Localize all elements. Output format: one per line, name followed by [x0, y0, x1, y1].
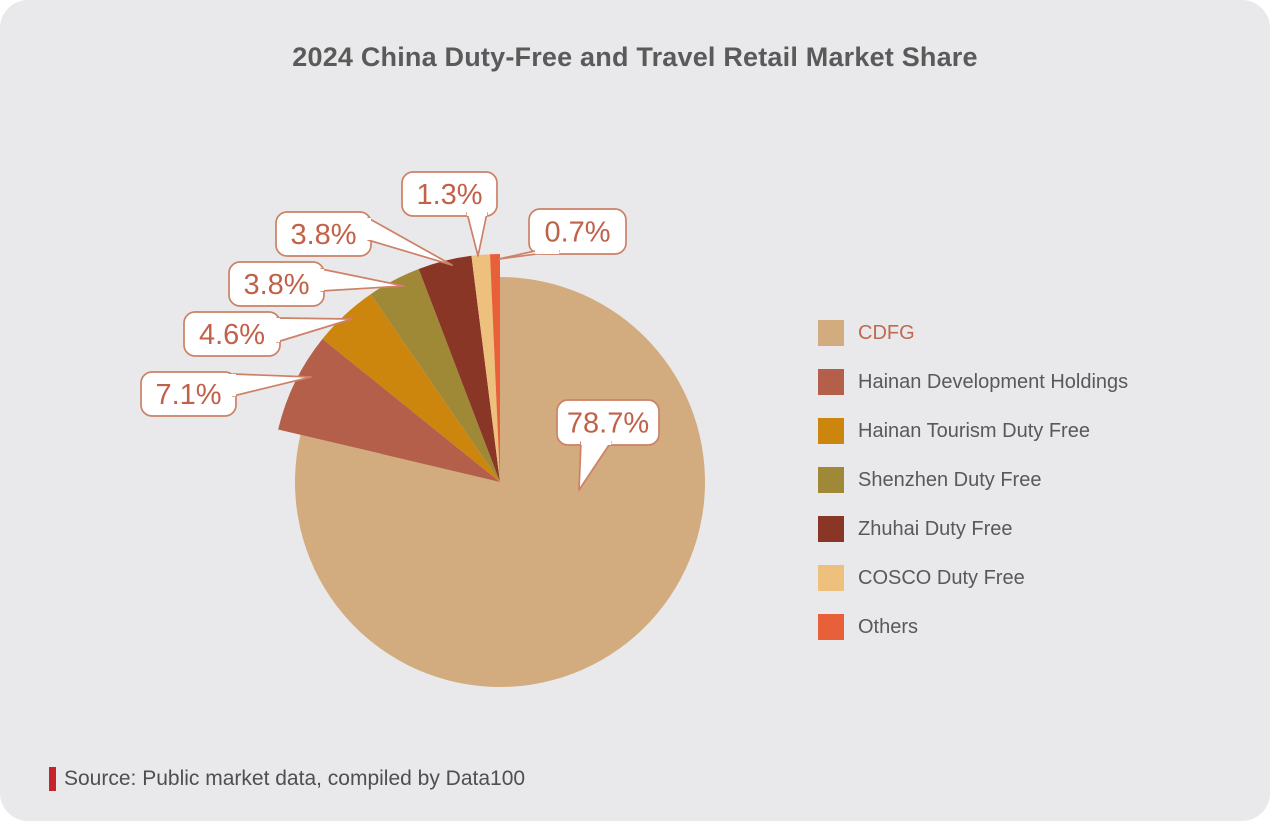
callout-zhuhai-duty-free: 3.8%	[275, 211, 453, 266]
legend-item-hainan-development-holdings: Hainan Development Holdings	[818, 369, 1128, 395]
callout-cosco-duty-free: 1.3%	[401, 171, 498, 257]
legend-item-cosco-duty-free: COSCO Duty Free	[818, 565, 1128, 591]
legend-item-others: Others	[818, 614, 1128, 640]
callout-value: 3.8%	[290, 219, 356, 251]
callout-shenzhen-duty-free: 3.8%	[228, 261, 405, 307]
legend-label-cdfg: CDFG	[858, 321, 915, 344]
callout-tail	[367, 217, 453, 266]
legend: CDFG Hainan Development Holdings Hainan …	[818, 320, 1128, 663]
legend-label-hainan-development-holdings: Hainan Development Holdings	[858, 370, 1129, 393]
callout-value: 4.6%	[199, 319, 265, 351]
callout-hainan-tourism-duty-free: 4.6%	[183, 311, 353, 357]
callout-value: 1.3%	[416, 179, 482, 211]
callout-value: 0.7%	[544, 217, 610, 249]
pie-slice-shenzhen-duty-free	[370, 268, 500, 482]
legend-item-hainan-tourism-duty-free: Hainan Tourism Duty Free	[818, 418, 1128, 444]
pie-slice-hainan-development-holdings	[278, 338, 500, 482]
legend-swatch-zhuhai-duty-free	[818, 516, 844, 542]
pie-slice-others	[489, 254, 500, 482]
callout-tail	[466, 212, 488, 257]
source-text: Source: Public market data, compiled by …	[64, 767, 526, 790]
callout-bubble	[401, 171, 498, 217]
legend-item-zhuhai-duty-free: Zhuhai Duty Free	[818, 516, 1128, 542]
legend-swatch-hainan-development-holdings	[818, 369, 844, 395]
legend-swatch-cosco-duty-free	[818, 565, 844, 591]
legend-label-shenzhen-duty-free: Shenzhen Duty Free	[858, 468, 1042, 491]
legend-swatch-cdfg	[818, 320, 844, 346]
source-marker-bar	[49, 767, 56, 791]
callout-value: 3.8%	[243, 269, 309, 301]
callout-value: 7.1%	[155, 379, 221, 411]
legend-label-cosco-duty-free: COSCO Duty Free	[858, 566, 1025, 589]
callout-hainan-development-holdings: 7.1%	[140, 371, 312, 417]
legend-item-shenzhen-duty-free: Shenzhen Duty Free	[818, 467, 1128, 493]
legend-label-hainan-tourism-duty-free: Hainan Tourism Duty Free	[858, 419, 1090, 442]
source-note: Source: Public market data, compiled by …	[49, 767, 525, 791]
callout-others: 0.7%	[498, 208, 627, 260]
pie-slice-cdfg	[294, 277, 705, 687]
legend-item-cdfg: CDFG	[818, 320, 1128, 346]
legend-swatch-others	[818, 614, 844, 640]
pie-slice-hainan-tourism-duty-free	[322, 294, 500, 482]
pie-slice-zhuhai-duty-free	[418, 255, 500, 482]
page-title: 2024 China Duty-Free and Travel Retail M…	[292, 42, 978, 72]
pie-slice-cosco-duty-free	[471, 254, 500, 482]
legend-swatch-shenzhen-duty-free	[818, 467, 844, 493]
callout-bubble	[528, 208, 627, 255]
callout-cdfg: 78.7%	[556, 399, 660, 491]
legend-label-zhuhai-duty-free: Zhuhai Duty Free	[858, 517, 1013, 540]
legend-swatch-hainan-tourism-duty-free	[818, 418, 844, 444]
callout-value: 78.7%	[567, 408, 649, 440]
legend-label-others: Others	[858, 615, 919, 638]
